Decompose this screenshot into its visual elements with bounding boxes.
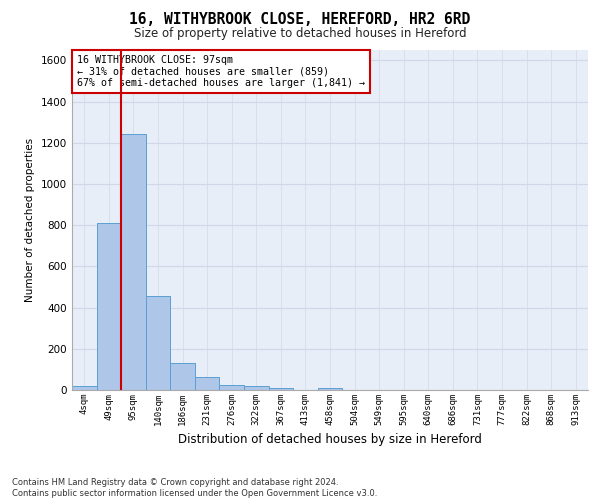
Text: Size of property relative to detached houses in Hereford: Size of property relative to detached ho…	[134, 28, 466, 40]
X-axis label: Distribution of detached houses by size in Hereford: Distribution of detached houses by size …	[178, 434, 482, 446]
Text: Contains HM Land Registry data © Crown copyright and database right 2024.
Contai: Contains HM Land Registry data © Crown c…	[12, 478, 377, 498]
Bar	[318, 388, 342, 390]
Bar	[244, 386, 269, 390]
Bar	[146, 296, 170, 390]
Y-axis label: Number of detached properties: Number of detached properties	[25, 138, 35, 302]
Bar	[121, 134, 146, 390]
Bar	[72, 386, 97, 390]
Bar	[170, 363, 195, 390]
Bar	[269, 388, 293, 390]
Bar	[97, 223, 121, 390]
Bar	[220, 386, 244, 390]
Bar	[195, 377, 220, 390]
Text: 16, WITHYBROOK CLOSE, HEREFORD, HR2 6RD: 16, WITHYBROOK CLOSE, HEREFORD, HR2 6RD	[130, 12, 470, 28]
Text: 16 WITHYBROOK CLOSE: 97sqm
← 31% of detached houses are smaller (859)
67% of sem: 16 WITHYBROOK CLOSE: 97sqm ← 31% of deta…	[77, 55, 365, 88]
